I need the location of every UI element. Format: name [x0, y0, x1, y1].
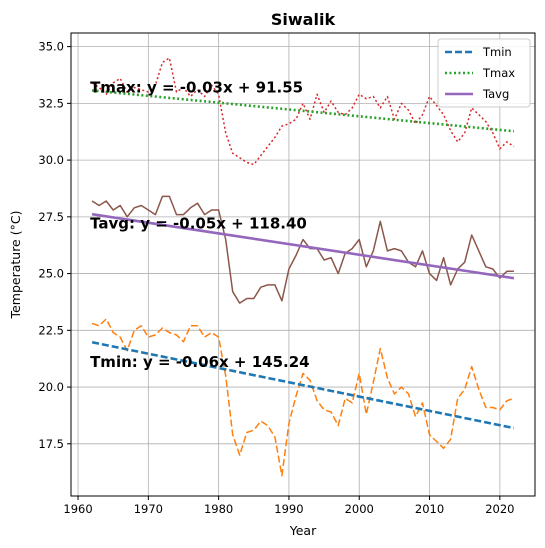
y-tick-label: 20.0: [38, 380, 64, 394]
chart-title: Siwalik: [271, 10, 336, 29]
y-tick-label: 27.5: [38, 210, 64, 224]
x-tick-label: 2000: [345, 502, 374, 516]
x-tick-label: 1960: [63, 502, 92, 516]
y-axis-ticks: 17.5 20.0 22.5 25.0 27.5 30.0 32.5 35.0: [38, 40, 71, 451]
y-tick-label: 30.0: [38, 153, 64, 167]
y-axis-label: Temperature (°C): [8, 211, 23, 320]
x-tick-label: 2020: [485, 502, 514, 516]
series-tmin-line: [92, 319, 514, 476]
series-tavg-line: [92, 196, 514, 303]
y-tick-label: 32.5: [38, 96, 64, 110]
legend-label-tmax: Tmax: [482, 66, 515, 80]
y-tick-label: 35.0: [38, 40, 64, 54]
equation-annotation: Tmin: y = -0.06x + 145.24: [90, 353, 310, 371]
series-lines: [92, 58, 514, 476]
x-axis-label: Year: [289, 523, 317, 538]
equation-annotations: Tmax: y = -0.03x + 91.55 Tavg: y = -0.05x…: [90, 78, 310, 371]
trend-lines: [92, 90, 514, 428]
x-tick-label: 1990: [274, 502, 303, 516]
equation-annotation: Tmax: y = -0.03x + 91.55: [90, 78, 303, 96]
y-tick-label: 25.0: [38, 267, 64, 281]
y-tick-label: 17.5: [38, 437, 64, 451]
x-tick-label: 2010: [415, 502, 444, 516]
y-tick-label: 22.5: [38, 323, 64, 337]
legend-label-tavg: Tavg: [482, 87, 509, 101]
legend: Tmin Tmax Tavg: [438, 39, 530, 107]
equation-annotation: Tavg: y = -0.05x + 118.40: [90, 215, 307, 233]
x-tick-label: 1980: [204, 502, 233, 516]
x-tick-label: 1970: [134, 502, 163, 516]
x-axis-ticks: 1960 1970 1980 1990 2000 2010 2020: [63, 496, 514, 516]
legend-label-tmin: Tmin: [482, 45, 512, 59]
